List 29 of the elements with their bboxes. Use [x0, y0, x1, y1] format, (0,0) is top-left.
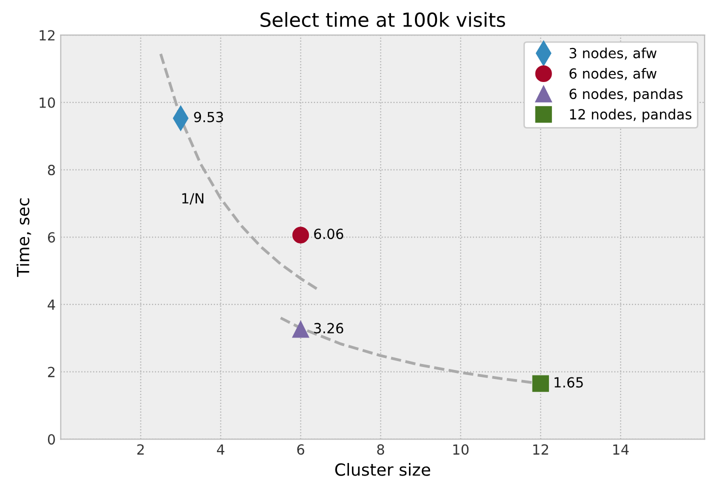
- y-tick-label: 12: [40, 30, 54, 40]
- x-tick-label: 8: [377, 444, 384, 455]
- data-label: 9.53: [194, 112, 224, 122]
- y-tick-label: 4: [48, 300, 56, 310]
- y-tick-label: 8: [48, 164, 55, 176]
- legend-label: 3 nodes, afw: [570, 48, 656, 60]
- x-tick-label: 4: [216, 444, 224, 455]
- point: [292, 226, 309, 244]
- legend-label: 6 nodes, afw: [570, 68, 656, 80]
- annotation: 1/N: [182, 193, 204, 205]
- y-tick-label: 0: [48, 434, 55, 445]
- x-tick-label: 12: [533, 444, 548, 455]
- data-label: 6.06: [314, 228, 344, 240]
- y-tick-label: 6: [48, 232, 55, 243]
- point: [532, 375, 549, 392]
- x-tick-label: 2: [137, 444, 144, 455]
- y-axis-title: Time, sec: [16, 198, 32, 277]
- point: [292, 321, 309, 338]
- x-axis-title: Cluster size: [335, 463, 430, 476]
- chart-title: Select time at 100k visits: [260, 12, 506, 28]
- data-label: 1.65: [554, 377, 583, 388]
- y-tick-label: 2: [48, 366, 54, 378]
- data-label: 3.26: [314, 322, 344, 334]
- x-tick-label: 10: [453, 444, 469, 455]
- legend-label: 12 nodes, pandas: [570, 108, 692, 122]
- legend-label: 6 nodes, pandas: [570, 88, 683, 102]
- x-tick-label: 6: [297, 444, 304, 455]
- y-tick-label: 10: [40, 97, 55, 108]
- x-tick-label: 14: [613, 444, 629, 455]
